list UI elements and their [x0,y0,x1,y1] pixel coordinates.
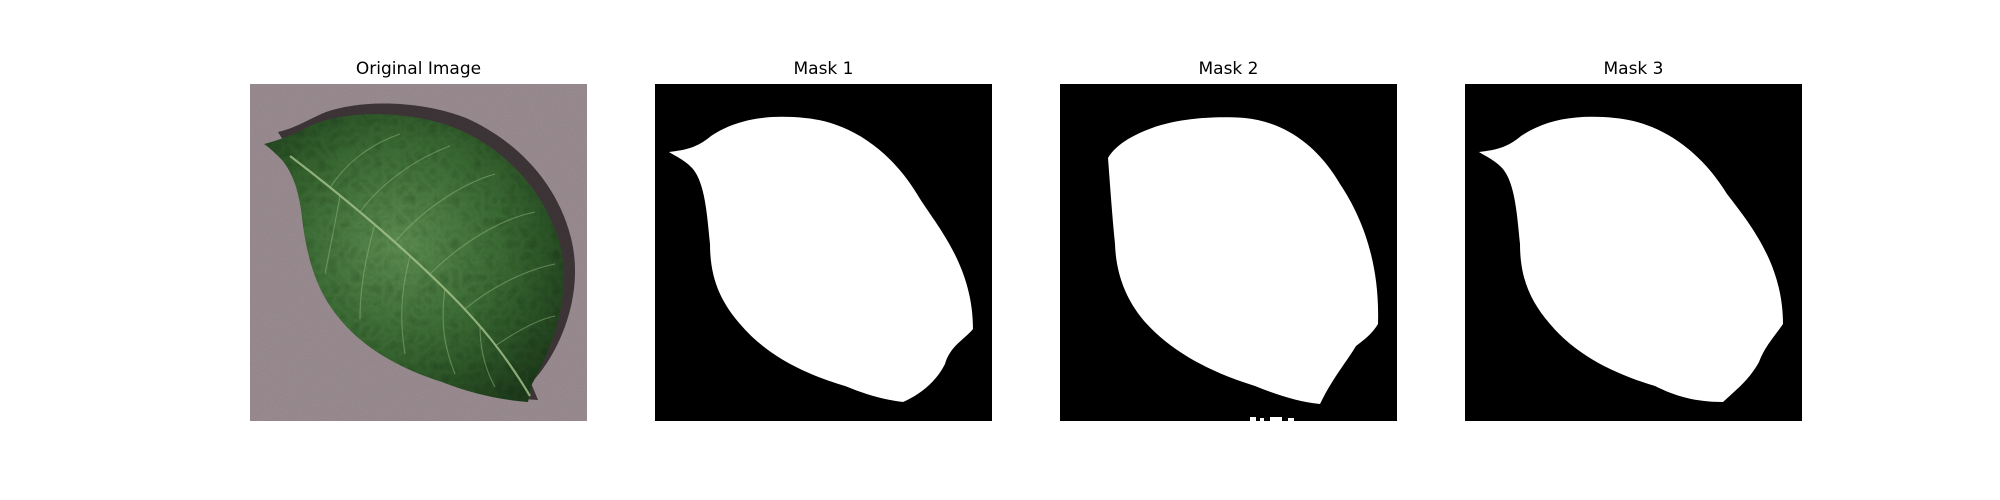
panel-mask-2: Mask 2 [1060,0,1397,500]
leaf-mask-3 [1465,84,1802,421]
mask-speckles [1250,339,1334,421]
panel-title: Mask 1 [793,59,854,79]
leaf-veins [324,133,556,388]
panel-mask-3: Mask 3 [1465,0,1802,500]
leaf-mask-1 [655,84,992,421]
mask-foreground [1108,117,1379,404]
leaf-midrib [289,155,531,397]
panel-title: Mask 2 [1198,59,1259,79]
leaf-mask-2 [1060,84,1397,421]
mask-foreground [1479,116,1783,403]
mask-foreground [669,116,973,403]
panel-original-image: Original Image [250,0,587,500]
mask-speckles [1735,370,1744,381]
leaf-photo [250,84,587,421]
panel-title: Mask 3 [1603,59,1664,79]
panel-mask-1: Mask 1 [655,0,992,500]
panel-title: Original Image [355,59,482,79]
